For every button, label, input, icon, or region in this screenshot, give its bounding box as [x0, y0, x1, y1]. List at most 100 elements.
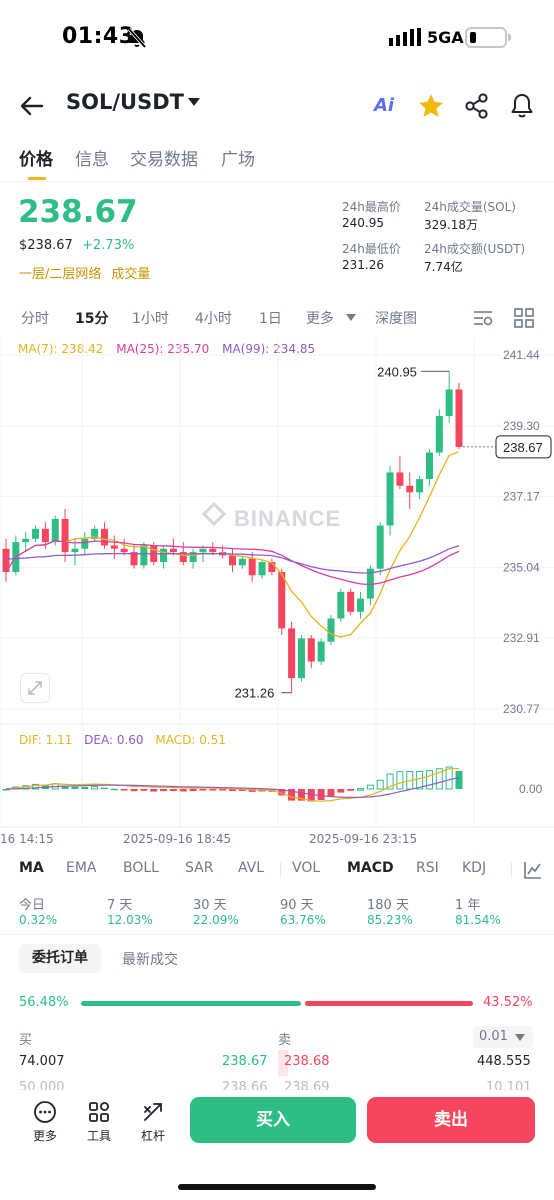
tab-latest-trades[interactable]: 最新成交 [122, 952, 178, 968]
macd-bar [337, 789, 345, 793]
binance-logo-icon [201, 501, 227, 527]
ind-ma[interactable]: MA [19, 860, 44, 876]
x-tick-label: 16 14:15 [0, 832, 54, 846]
tab-price[interactable]: 价格 [19, 150, 53, 170]
macd-bar [110, 788, 118, 791]
perf-value: 85.23% [367, 913, 413, 927]
candle [288, 628, 296, 679]
stat-vol-label: 24h成交量(SOL) [424, 200, 516, 214]
interval-more[interactable]: 更多 [306, 311, 334, 327]
ask-qty[interactable]: 448.555 [477, 1054, 531, 1069]
chevron-down-icon[interactable] [187, 97, 201, 107]
network-type: 5GA [427, 28, 464, 47]
stat-low: 231.26 [342, 258, 384, 272]
macd-bar [32, 783, 40, 790]
chart-settings-icon[interactable] [472, 307, 494, 329]
tools-button[interactable]: 工具 [79, 1100, 119, 1144]
more-button[interactable]: 更多 [25, 1100, 65, 1144]
leverage-label: 杠杆 [140, 1129, 165, 1143]
perf-label: 1 年 [455, 898, 481, 913]
ind-ema[interactable]: EMA [66, 860, 97, 876]
tag-layer-network[interactable]: 一层/二层网络 成交量 [19, 263, 150, 282]
candle [140, 545, 148, 566]
perf-value: 12.03% [107, 913, 153, 927]
macd-bar [61, 785, 69, 789]
back-arrow-icon[interactable] [18, 92, 46, 120]
macd-bar [357, 788, 365, 791]
signal-icon [389, 28, 421, 46]
stat-low-label: 24h最低价 [342, 242, 401, 256]
bell-icon[interactable] [508, 92, 536, 120]
share-icon[interactable] [463, 92, 491, 120]
candle [435, 416, 443, 453]
macd-bar [416, 770, 424, 790]
macd-bar [91, 786, 99, 790]
divider [0, 181, 554, 182]
tab-square[interactable]: 广场 [221, 150, 255, 170]
candle [425, 452, 433, 480]
dea-line [5, 776, 460, 799]
interval-timeshare[interactable]: 分时 [21, 311, 49, 327]
candle [91, 528, 99, 539]
divider [0, 934, 554, 935]
expand-chart-button[interactable] [20, 673, 50, 703]
tab-order-book[interactable]: 委托订单 [19, 944, 101, 973]
tab-trading-data[interactable]: 交易数据 [130, 150, 198, 170]
pair-title[interactable]: SOL/USDT [66, 90, 184, 114]
tab-indicator [28, 177, 46, 180]
ind-vol[interactable]: VOL [292, 860, 321, 876]
indicator-chart-icon[interactable] [522, 859, 544, 881]
candle [169, 548, 177, 553]
home-indicator [178, 1184, 376, 1190]
interval-1d[interactable]: 1日 [259, 311, 282, 327]
ind-sar[interactable]: SAR [185, 860, 214, 876]
ind-kdj[interactable]: KDJ [462, 860, 487, 876]
candle [71, 548, 79, 553]
precision-select[interactable]: 0.01 [473, 1026, 533, 1048]
stat-turnover: 7.74亿 [424, 260, 463, 274]
chevron-down-icon [515, 1034, 525, 1041]
interval-15m[interactable]: 15分 [75, 311, 109, 327]
y-tick-label: 241.44 [503, 348, 540, 362]
price-change: +2.73% [82, 238, 135, 253]
ask-price[interactable]: 238.68 [284, 1054, 330, 1069]
macd-bar [160, 789, 168, 792]
grid-layout-icon[interactable] [513, 307, 535, 329]
macd-bar [179, 789, 187, 792]
candle [229, 555, 236, 566]
macd-bar [396, 771, 404, 790]
candle [248, 558, 256, 576]
ind-boll[interactable]: BOLL [123, 860, 159, 876]
ma99-label: MA(99): 234.85 [222, 342, 316, 356]
ai-icon[interactable]: Ai [372, 92, 400, 120]
chevron-down-icon[interactable] [346, 314, 356, 321]
y-tick-label: 239.30 [503, 419, 540, 433]
leverage-button[interactable]: 杠杆 [133, 1100, 173, 1144]
tab-info[interactable]: 信息 [75, 150, 109, 170]
macd-bar [317, 789, 325, 800]
candle [366, 568, 374, 599]
main-tabs: 价格 信息 交易数据 广场 [0, 140, 554, 184]
interval-depth[interactable]: 深度图 [375, 311, 417, 327]
bid-qty[interactable]: 74.007 [19, 1054, 65, 1069]
indicator-selector: MA EMA BOLL SAR AVL VOL MACD RSI KDJ [0, 857, 554, 883]
interval-1h[interactable]: 1小时 [132, 311, 169, 327]
ind-macd[interactable]: MACD [347, 860, 394, 876]
bid-price[interactable]: 238.67 [222, 1054, 268, 1069]
sell-button[interactable]: 卖出 [367, 1097, 535, 1143]
ask-price: 238.69 [284, 1080, 330, 1092]
tag-layer-label: 一层/二层网络 [19, 267, 102, 282]
macd-bar [100, 787, 108, 790]
candle [416, 479, 424, 493]
candle [209, 548, 217, 553]
watermark: BINANCE [234, 506, 341, 531]
star-icon[interactable] [417, 92, 445, 120]
ind-rsi[interactable]: RSI [416, 860, 439, 876]
interval-4h[interactable]: 4小时 [195, 311, 232, 327]
low-price-marker: 231.26 [235, 686, 275, 701]
ind-avl[interactable]: AVL [238, 860, 265, 876]
macd-label: MACD: 0.51 [155, 733, 226, 747]
candle [297, 638, 305, 679]
buy-button[interactable]: 买入 [190, 1097, 356, 1143]
kline-chart[interactable]: 241.44 239.30 237.17 235.04 232.91 230.77 BINA… [0, 338, 554, 830]
